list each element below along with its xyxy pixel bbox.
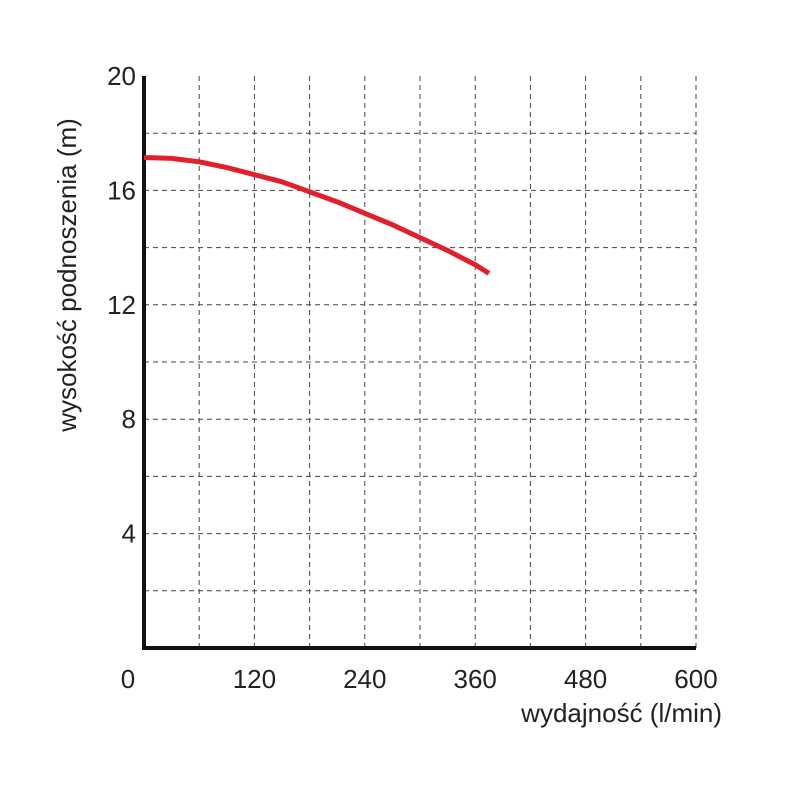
y-axis-label: wysokość podnoszenia (m) bbox=[52, 118, 82, 433]
tick-labels: 0 120 240 360 480 600 4 8 12 16 20 bbox=[107, 61, 718, 694]
series-layer bbox=[143, 155, 491, 276]
x-tick-label-4: 480 bbox=[564, 664, 607, 694]
y-tick-label-2: 12 bbox=[107, 290, 136, 320]
x-axis-label: wydajność (l/min) bbox=[520, 698, 722, 728]
y-tick-label-4: 20 bbox=[107, 61, 136, 91]
axes bbox=[142, 76, 696, 650]
x-tick-label-2: 240 bbox=[343, 664, 386, 694]
x-tick-label-0: 0 bbox=[121, 664, 135, 694]
grid bbox=[144, 76, 697, 648]
series-line-0 bbox=[143, 155, 491, 276]
x-tick-label-5: 600 bbox=[674, 664, 717, 694]
x-tick-label-3: 360 bbox=[454, 664, 497, 694]
y-tick-label-3: 16 bbox=[107, 175, 136, 205]
x-tick-label-1: 120 bbox=[233, 664, 276, 694]
y-tick-label-1: 8 bbox=[122, 404, 136, 434]
y-tick-label-0: 4 bbox=[122, 519, 136, 549]
